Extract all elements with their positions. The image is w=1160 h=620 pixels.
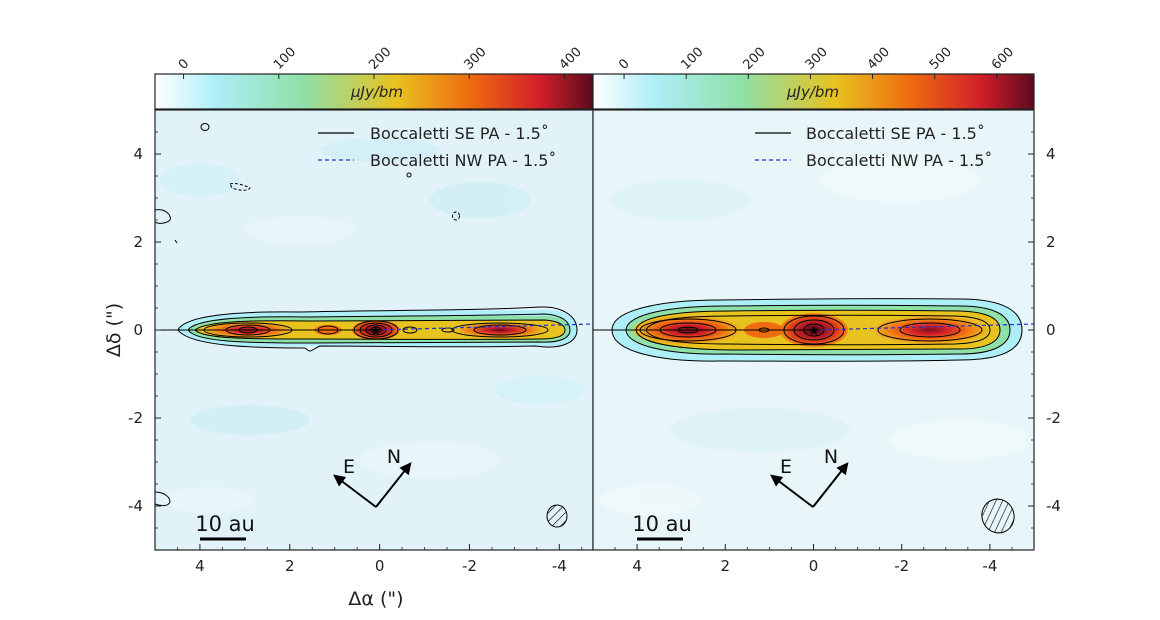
left-compass-e-label: E [343, 456, 355, 478]
left-colorbar-tick-label: 200 [366, 45, 394, 73]
right-x-tick-label: 0 [809, 557, 819, 575]
left-colorbar-label: μJy/bm [350, 83, 403, 101]
right-noise-texture [600, 158, 1030, 516]
left-x-tick-label: 2 [285, 557, 295, 575]
left-y-tick-label: 2 [133, 233, 143, 251]
left-legend-se-text: Boccaletti SE PA - 1.5˚ [370, 124, 549, 143]
right-scale-bar: 10 au [632, 512, 692, 541]
right-colorbar-tick-label: 300 [803, 45, 831, 73]
left-y-tick-label: -4 [128, 497, 143, 515]
left-y-tick-label: -2 [128, 409, 143, 427]
right-legend-se-text: Boccaletti SE PA - 1.5˚ [806, 124, 985, 143]
right-compass-east-arrow [770, 474, 814, 508]
right-x-tick-label: 4 [632, 557, 642, 575]
left-compass-east-arrow [333, 474, 377, 508]
right-colorbar-tick-label: 0 [616, 56, 632, 72]
right-y-tick-label: -2 [1046, 409, 1061, 427]
right-x-tick-label: 2 [721, 557, 731, 575]
left-scale-bar-label: 10 au [195, 512, 255, 536]
left-beam [546, 504, 568, 528]
right-compass: E N [770, 446, 849, 508]
left-scale-bar: 10 au [195, 512, 255, 541]
left-y-tick-label: 0 [133, 321, 143, 339]
left-compass-n-label: N [387, 446, 401, 468]
left-compass-north-arrow [375, 462, 412, 508]
left-y-tick-label: 4 [133, 145, 143, 163]
left-colorbar-tick-label: 0 [176, 56, 192, 72]
left-colorbar-tick-label: 400 [557, 45, 585, 73]
y-axis-label: Δδ (") [103, 303, 125, 357]
left-legend-nw-text: Boccaletti NW PA - 1.5˚ [370, 151, 556, 170]
right-colorbar-tick-label: 600 [989, 45, 1017, 73]
right-nw-pa-line [813, 323, 1034, 331]
left-x-tick-label: -4 [552, 557, 567, 575]
right-compass-e-label: E [780, 456, 792, 478]
right-legend: Boccaletti SE PA - 1.5˚ Boccaletti NW PA… [755, 124, 992, 170]
right-y-tick-label: 0 [1046, 321, 1056, 339]
axis-ticks: 4 2 0 -2 -4 4 2 0 -2 -4 4 2 0 -2 -4 4 2 0 -2 -4 [128, 131, 1061, 575]
right-y-tick-label: 4 [1046, 145, 1056, 163]
right-x-tick-label: -2 [894, 557, 909, 575]
right-colorbar-tick-label: 400 [865, 45, 893, 73]
left-star-marker: ★ [370, 324, 382, 339]
left-negative-contours [229, 183, 460, 221]
left-disk: ★ [155, 123, 593, 528]
left-nw-pa-line [375, 323, 593, 331]
right-compass-n-label: N [824, 446, 838, 468]
right-y-tick-label: -4 [1046, 497, 1061, 515]
right-panel: ★ Boccaletti SE PA - 1.5˚ Boccaletti NW … [592, 45, 1035, 551]
left-colorbar-tick-label: 100 [271, 45, 299, 73]
right-colorbar-tick-label: 200 [741, 45, 769, 73]
right-colorbar-tick-label: 100 [678, 45, 706, 73]
right-x-tick-label: -4 [982, 557, 997, 575]
left-colorbar-tick-label: 300 [461, 45, 489, 73]
left-compass: E N [333, 446, 412, 508]
right-disk: ★ [593, 298, 1034, 534]
right-y-tick-label: 2 [1046, 233, 1056, 251]
left-colorbar [154, 73, 594, 110]
left-noise-texture [160, 138, 585, 513]
left-x-tick-label: 0 [375, 557, 385, 575]
right-colorbar [592, 73, 1035, 110]
right-compass-north-arrow [812, 462, 849, 508]
right-contours [611, 298, 1023, 534]
right-colorbar-tick-label: 500 [927, 45, 955, 73]
right-beam [981, 498, 1015, 534]
left-x-tick-label: 4 [195, 557, 205, 575]
x-axis-label: Δα (") [348, 588, 403, 610]
right-scale-bar-label: 10 au [632, 512, 692, 536]
right-star-marker: ★ [808, 324, 820, 339]
right-legend-nw-text: Boccaletti NW PA - 1.5˚ [806, 151, 992, 170]
left-legend: Boccaletti SE PA - 1.5˚ Boccaletti NW PA… [318, 124, 556, 170]
right-colorbar-label: μJy/bm [786, 83, 839, 101]
left-panel: ★ Boccaletti SE PA - 1.5˚ Boccaletti NW … [154, 45, 594, 551]
left-x-tick-label: -2 [462, 557, 477, 575]
